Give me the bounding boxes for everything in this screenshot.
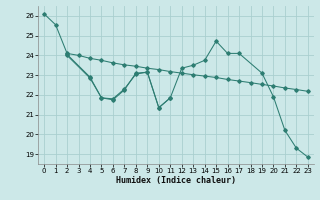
X-axis label: Humidex (Indice chaleur): Humidex (Indice chaleur): [116, 176, 236, 185]
